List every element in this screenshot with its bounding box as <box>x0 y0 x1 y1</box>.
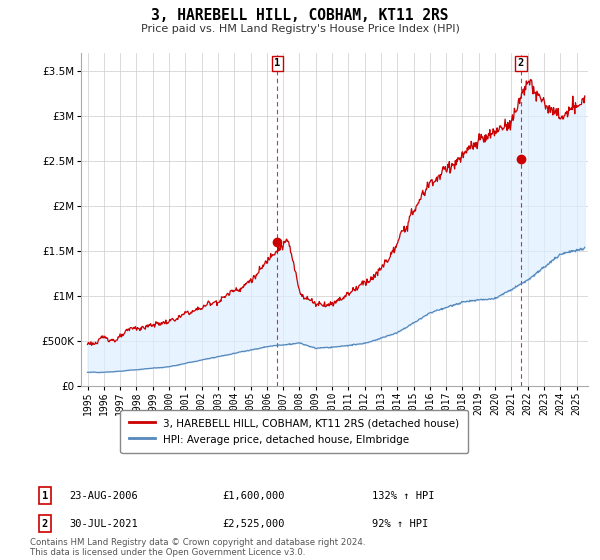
Text: £1,600,000: £1,600,000 <box>222 491 284 501</box>
Text: 92% ↑ HPI: 92% ↑ HPI <box>372 519 428 529</box>
Text: 30-JUL-2021: 30-JUL-2021 <box>69 519 138 529</box>
Text: Contains HM Land Registry data © Crown copyright and database right 2024.
This d: Contains HM Land Registry data © Crown c… <box>30 538 365 557</box>
Text: 2: 2 <box>518 58 524 68</box>
Legend: 3, HAREBELL HILL, COBHAM, KT11 2RS (detached house), HPI: Average price, detache: 3, HAREBELL HILL, COBHAM, KT11 2RS (deta… <box>121 409 467 453</box>
Text: 23-AUG-2006: 23-AUG-2006 <box>69 491 138 501</box>
Text: 1: 1 <box>42 491 48 501</box>
Text: 1: 1 <box>274 58 281 68</box>
Text: £2,525,000: £2,525,000 <box>222 519 284 529</box>
Text: 132% ↑ HPI: 132% ↑ HPI <box>372 491 434 501</box>
Text: 2: 2 <box>42 519 48 529</box>
Text: Price paid vs. HM Land Registry's House Price Index (HPI): Price paid vs. HM Land Registry's House … <box>140 24 460 34</box>
Text: 3, HAREBELL HILL, COBHAM, KT11 2RS: 3, HAREBELL HILL, COBHAM, KT11 2RS <box>151 8 449 24</box>
